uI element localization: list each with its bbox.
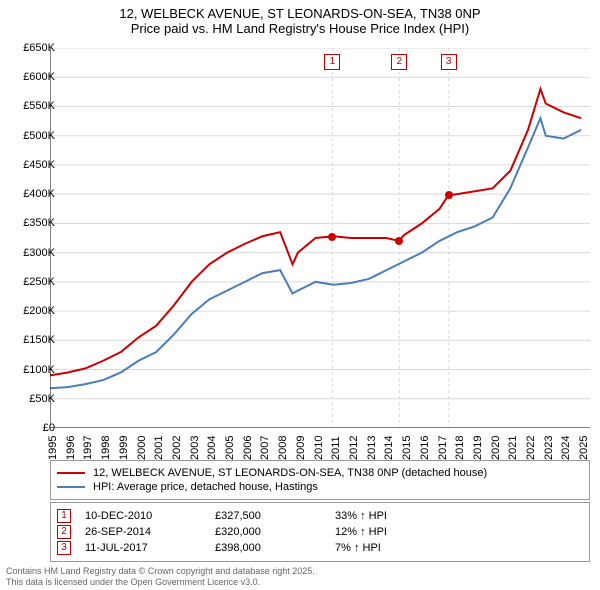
xtick-label: 2016	[419, 436, 431, 460]
ytick-label: £500K	[5, 130, 55, 142]
ytick-label: £0	[5, 422, 55, 434]
xtick-label: 2013	[366, 436, 378, 460]
xtick-label: 2000	[136, 436, 148, 460]
ytick-label: £650K	[5, 42, 55, 54]
series-price_paid	[50, 89, 581, 375]
xtick-label: 1999	[118, 436, 130, 460]
xtick-label: 2012	[348, 436, 360, 460]
marker-dot	[328, 233, 336, 241]
attribution-line: This data is licensed under the Open Gov…	[6, 577, 315, 588]
event-row: 2 26-SEP-2014 £320,000 12% ↑ HPI	[57, 525, 583, 539]
xtick-label: 1996	[65, 436, 77, 460]
event-delta: 33% ↑ HPI	[335, 510, 455, 522]
xtick-label: 1995	[47, 436, 59, 460]
legend-item: 12, WELBECK AVENUE, ST LEONARDS-ON-SEA, …	[57, 467, 583, 479]
event-marker-box: 3	[57, 541, 71, 555]
event-price: £327,500	[215, 510, 335, 522]
marker-box: 1	[324, 54, 340, 70]
chart-title: 12, WELBECK AVENUE, ST LEONARDS-ON-SEA, …	[0, 0, 600, 38]
event-date: 11-JUL-2017	[85, 542, 215, 554]
ytick-label: £150K	[5, 334, 55, 346]
legend-item: HPI: Average price, detached house, Hast…	[57, 481, 583, 493]
event-date: 26-SEP-2014	[85, 526, 215, 538]
xtick-label: 2006	[242, 436, 254, 460]
event-row: 3 11-JUL-2017 £398,000 7% ↑ HPI	[57, 541, 583, 555]
xtick-label: 2004	[206, 436, 218, 460]
ytick-label: £50K	[5, 393, 55, 405]
xtick-label: 2002	[171, 436, 183, 460]
marker-box: 2	[391, 54, 407, 70]
legend-label: HPI: Average price, detached house, Hast…	[93, 481, 318, 493]
xtick-label: 2007	[259, 436, 271, 460]
plot-area	[50, 48, 590, 428]
xtick-label: 2003	[189, 436, 201, 460]
chart-svg	[50, 48, 590, 428]
event-delta: 12% ↑ HPI	[335, 526, 455, 538]
ytick-label: £250K	[5, 276, 55, 288]
xtick-label: 2011	[330, 436, 342, 460]
xtick-label: 2024	[560, 436, 572, 460]
xtick-label: 2022	[525, 436, 537, 460]
xtick-label: 1997	[82, 436, 94, 460]
xtick-label: 2023	[543, 436, 555, 460]
ytick-label: £550K	[5, 100, 55, 112]
ytick-label: £200K	[5, 305, 55, 317]
legend: 12, WELBECK AVENUE, ST LEONARDS-ON-SEA, …	[50, 460, 590, 500]
attribution-line: Contains HM Land Registry data © Crown c…	[6, 566, 315, 577]
xtick-label: 2017	[437, 436, 449, 460]
xtick-label: 2009	[295, 436, 307, 460]
xtick-label: 2001	[153, 436, 165, 460]
chart-container: 12, WELBECK AVENUE, ST LEONARDS-ON-SEA, …	[0, 0, 600, 590]
xtick-label: 2025	[578, 436, 590, 460]
xtick-label: 2021	[507, 436, 519, 460]
event-delta: 7% ↑ HPI	[335, 542, 455, 554]
ytick-label: £400K	[5, 188, 55, 200]
event-marker-box: 2	[57, 525, 71, 539]
title-address: 12, WELBECK AVENUE, ST LEONARDS-ON-SEA, …	[0, 6, 600, 21]
ytick-label: £300K	[5, 247, 55, 259]
xtick-label: 2008	[277, 436, 289, 460]
event-marker-box: 1	[57, 509, 71, 523]
xtick-label: 2018	[454, 436, 466, 460]
xtick-label: 2015	[401, 436, 413, 460]
events-table: 1 10-DEC-2010 £327,500 33% ↑ HPI 2 26-SE…	[50, 502, 590, 562]
xtick-label: 2010	[313, 436, 325, 460]
title-subtitle: Price paid vs. HM Land Registry's House …	[0, 21, 600, 36]
xtick-label: 2020	[490, 436, 502, 460]
event-date: 10-DEC-2010	[85, 510, 215, 522]
series-hpi	[50, 118, 581, 388]
event-price: £320,000	[215, 526, 335, 538]
xtick-label: 2014	[383, 436, 395, 460]
xtick-label: 2019	[472, 436, 484, 460]
marker-dot	[395, 237, 403, 245]
xtick-label: 1998	[100, 436, 112, 460]
xtick-label: 2005	[224, 436, 236, 460]
marker-dot	[445, 191, 453, 199]
event-price: £398,000	[215, 542, 335, 554]
legend-swatch	[57, 472, 85, 474]
marker-box: 3	[441, 54, 457, 70]
ytick-label: £600K	[5, 71, 55, 83]
ytick-label: £450K	[5, 159, 55, 171]
legend-swatch	[57, 486, 85, 488]
event-row: 1 10-DEC-2010 £327,500 33% ↑ HPI	[57, 509, 583, 523]
ytick-label: £350K	[5, 217, 55, 229]
attribution: Contains HM Land Registry data © Crown c…	[6, 566, 315, 588]
ytick-label: £100K	[5, 364, 55, 376]
legend-label: 12, WELBECK AVENUE, ST LEONARDS-ON-SEA, …	[93, 467, 487, 479]
